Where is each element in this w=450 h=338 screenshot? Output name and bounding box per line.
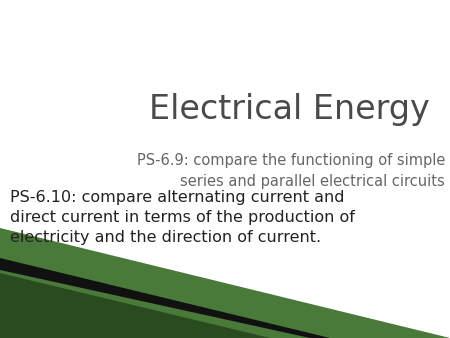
Polygon shape <box>0 258 330 338</box>
Text: PS-6.9: compare the functioning of simple
series and parallel electrical circuit: PS-6.9: compare the functioning of simpl… <box>137 153 445 189</box>
Text: Electrical Energy: Electrical Energy <box>149 94 430 126</box>
Text: PS-6.10: compare alternating current and
direct current in terms of the producti: PS-6.10: compare alternating current and… <box>10 190 355 245</box>
Polygon shape <box>0 228 450 338</box>
Polygon shape <box>0 273 270 338</box>
